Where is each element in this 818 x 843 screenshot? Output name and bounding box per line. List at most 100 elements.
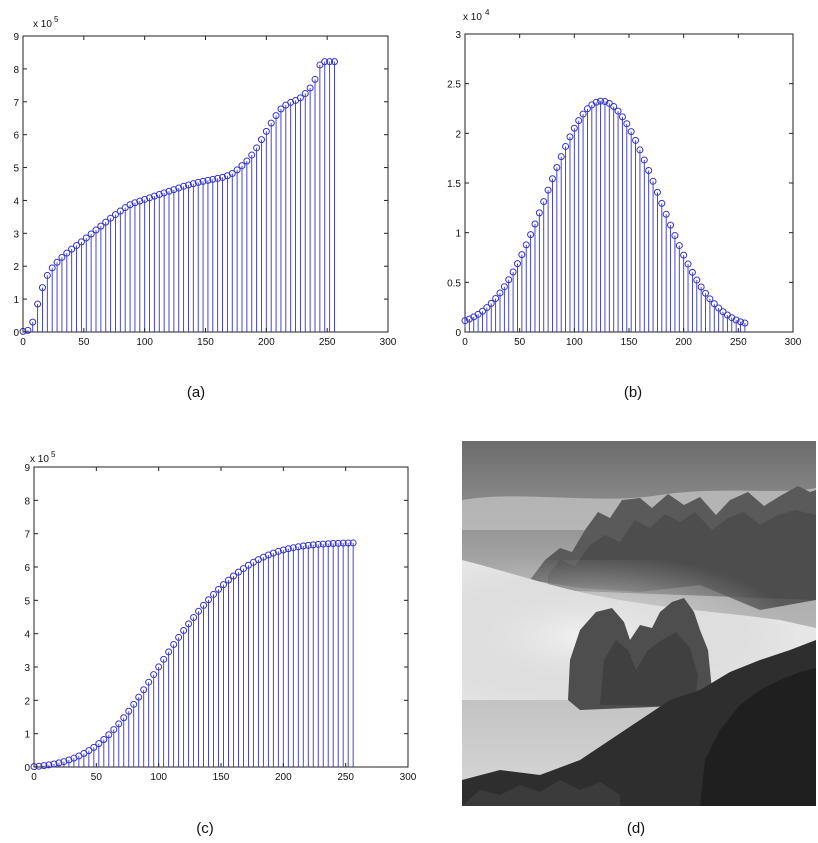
panel-c-y-tick-label: 3 <box>24 663 30 674</box>
panel-b-stem-marker <box>566 133 574 141</box>
panel-b-stem-marker <box>645 166 653 174</box>
panel-c-stem-marker <box>130 700 138 708</box>
panel-a-x-tick-label: 300 <box>380 337 397 348</box>
panel-a-stem-marker <box>146 194 154 202</box>
panel-b-stem-marker <box>653 188 661 196</box>
panel-b-x-tick-label: 250 <box>730 337 747 348</box>
panel-a-x-tick-label: 0 <box>20 337 26 348</box>
panel-a-stem-marker <box>262 127 270 135</box>
panel-a-stem-marker <box>87 230 95 238</box>
panel-c-y-tick-label: 1 <box>24 730 30 741</box>
panel-c-caption: (c) <box>196 820 214 837</box>
panel-c-stem-marker <box>309 541 317 549</box>
panel-a-stem-marker <box>311 75 319 83</box>
panel-c-stem-marker <box>329 540 337 548</box>
panel-a-y-tick-label: 2 <box>13 262 19 273</box>
panel-a-stem-marker <box>150 192 158 200</box>
panel-b-stem-marker <box>737 318 745 326</box>
panel-a-stem-marker <box>277 105 285 113</box>
panel-b-stem-marker <box>697 283 705 291</box>
panel-b-stem-marker <box>579 110 587 118</box>
panel-b-stem-marker <box>575 117 583 125</box>
panel-b-stem-marker <box>483 304 491 312</box>
panel-a-stem-marker <box>209 175 217 183</box>
panel-a-stem-marker <box>111 211 119 219</box>
panel-c-stem-marker <box>279 546 287 554</box>
panel-c-stem-marker <box>274 547 282 555</box>
panel-c-stem-marker <box>190 613 198 621</box>
panel-a-stem-marker <box>48 264 56 272</box>
panel-c-stem-marker <box>334 539 342 547</box>
panel-b-stem-marker <box>671 232 679 240</box>
panel-a-caption: (a) <box>187 384 205 401</box>
panel-a-stem-marker <box>194 178 202 186</box>
panel-a-y-tick-label: 1 <box>13 295 19 306</box>
panel-b-stem-marker <box>601 98 609 106</box>
panel-b-stem-marker <box>492 295 500 303</box>
panel-b-stem-marker <box>535 209 543 217</box>
panel-a-stem-marker <box>63 249 71 257</box>
panel-c-stem-marker <box>50 760 58 768</box>
panel-c-y-exponent-power: 5 <box>51 450 56 459</box>
panel-b-stem-marker <box>636 146 644 154</box>
panel-a-y-tick-label: 0 <box>13 328 19 339</box>
panel-a-stem-marker <box>92 226 100 234</box>
panel-b-x-tick-label: 200 <box>675 337 692 348</box>
panel-a-stem-marker <box>267 119 275 127</box>
panel-b-stem-marker <box>570 124 578 132</box>
panel-c-stem-marker <box>234 568 242 576</box>
panel-a-x-tick-label: 150 <box>197 337 214 348</box>
panel-b-stem-marker <box>702 289 710 297</box>
panel-b-y-tick-label: 1 <box>455 229 461 240</box>
panel-c-stem-marker <box>195 607 203 615</box>
panel-a-stem-marker <box>165 187 173 195</box>
panel-a-x-tick-label: 100 <box>136 337 153 348</box>
panel-a-y-tick-label: 8 <box>13 65 19 76</box>
panel-b-y-tick-label: 0.5 <box>447 278 461 289</box>
panel-c-y-tick-label: 8 <box>24 496 30 507</box>
panel-a-stem-marker <box>257 136 265 144</box>
panel-b-x-tick-label: 150 <box>621 337 638 348</box>
panel-b-stem-marker <box>732 316 740 324</box>
panel-c-x-tick-label: 250 <box>337 772 354 783</box>
panel-a-stem-marker <box>155 191 163 199</box>
panel-c-stem-marker <box>100 735 108 743</box>
panel-a-y-tick-label: 4 <box>13 196 19 207</box>
panel-a-stem-marker <box>204 176 212 184</box>
panel-b-stem-marker <box>715 304 723 312</box>
panel-a-x-tick-label: 50 <box>78 337 90 348</box>
panel-a-stem-marker <box>189 180 197 188</box>
panel-b-caption: (b) <box>624 384 642 401</box>
panel-c-stem-marker <box>299 542 307 550</box>
panel-a-stem-marker <box>228 169 236 177</box>
panel-c-stem-marker <box>155 663 163 671</box>
panel-a-stem-marker <box>306 84 314 92</box>
panel-c-stem-marker <box>284 545 292 553</box>
panel-a-stem-marker <box>321 58 329 66</box>
panel-a-stem-marker <box>180 182 188 190</box>
panel-c-y-tick-label: 5 <box>24 596 30 607</box>
panel-a-stem-marker <box>68 245 76 253</box>
panel-c-stem-marker <box>319 540 327 548</box>
panel-c-stem-marker <box>200 601 208 609</box>
panel-a-y-exponent-base: x 10 <box>33 19 52 30</box>
panel-b-stem-marker <box>680 251 688 259</box>
panel-a-stem-marker <box>141 195 149 203</box>
panel-b-stem-marker <box>500 283 508 291</box>
panel-b-stem-marker <box>518 251 526 259</box>
panel-c-x-tick-label: 300 <box>400 772 417 783</box>
panel-b-stem-marker <box>544 186 552 194</box>
panel-a-y-tick-label: 3 <box>13 229 19 240</box>
panel-c-stem-marker <box>45 761 53 769</box>
panel-a-stem-marker <box>29 318 37 326</box>
panel-a-stem-marker <box>82 234 90 242</box>
panel-c-stem-marker <box>125 707 133 715</box>
panel-c-stem-marker <box>90 743 98 751</box>
panel-b-stem-marker <box>487 299 495 307</box>
panel-c-stem-marker <box>135 693 143 701</box>
panel-a-stem-marker <box>330 58 338 66</box>
panel-c-stem-marker <box>180 627 188 634</box>
panel-b-x-tick-label: 50 <box>514 337 526 348</box>
panel-b-stem-marker <box>478 307 486 315</box>
